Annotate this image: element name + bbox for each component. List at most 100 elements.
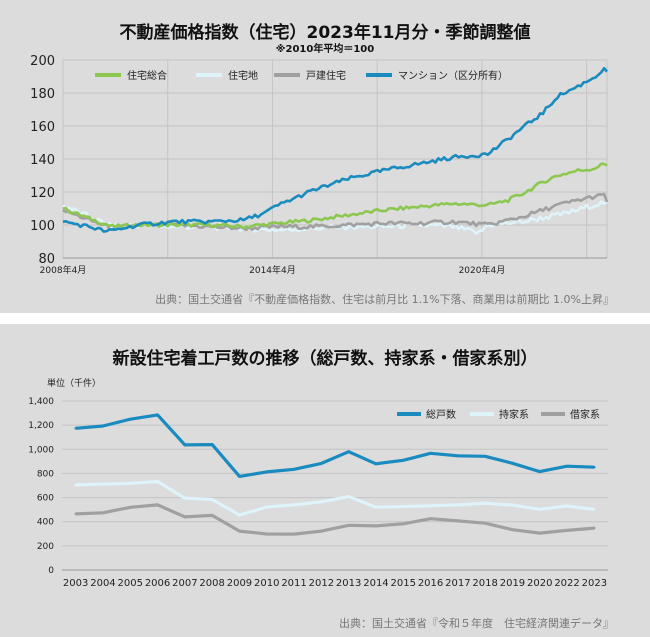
data-point — [565, 529, 569, 532]
legend-label: 住宅地 — [228, 69, 258, 82]
legend-label: マンション（区分所有） — [398, 69, 508, 82]
data-point — [374, 462, 378, 465]
price-index-plot: 80 100 120 140 160 180 200 2008年4月 2014年4月 2020年4… — [30, 54, 609, 276]
y-tick-label: 120 — [30, 186, 55, 201]
data-point — [101, 482, 105, 486]
data-point — [593, 508, 596, 511]
data-point — [402, 505, 405, 508]
y-tick-label: 1,200 — [28, 421, 54, 431]
series-line — [75, 503, 595, 536]
data-point — [538, 508, 541, 511]
x-tick-label: 2008年4月 — [40, 264, 87, 276]
data-point — [593, 465, 596, 469]
source-note: 出典：国土交通省『令和５年度 住宅経済関連データ』 — [339, 617, 614, 630]
data-point — [238, 529, 241, 533]
x-tick-label: 2019 — [500, 578, 525, 589]
chart-subtitle: ※2010年平均＝100 — [275, 44, 375, 55]
series-line — [75, 413, 595, 478]
data-point — [129, 482, 132, 485]
chart-title: 新設住宅着工戸数の推移（総戸数、持家系・借家系別） — [112, 349, 538, 369]
x-tick-label: 2016 — [418, 578, 443, 589]
data-point — [511, 462, 514, 465]
x-tick-label: 2022 — [554, 578, 579, 589]
data-point — [538, 470, 541, 473]
x-tick-label: 2015 — [391, 578, 416, 589]
y-tick-label: 80 — [38, 252, 55, 267]
data-point — [129, 418, 132, 421]
x-tick-label: 2003 — [63, 578, 88, 589]
data-point — [74, 512, 77, 516]
data-point — [183, 496, 187, 500]
data-point — [238, 513, 241, 517]
series-line — [75, 479, 595, 517]
data-point — [210, 498, 214, 501]
data-point — [210, 514, 214, 517]
data-point — [210, 443, 214, 446]
data-point — [374, 506, 378, 509]
data-point — [74, 427, 77, 430]
data-point — [101, 511, 105, 514]
series-line — [62, 66, 608, 233]
x-tick-label: 2007 — [172, 578, 197, 589]
data-point — [265, 532, 268, 536]
data-point — [538, 531, 541, 535]
y-unit-label: 単位（千件） — [47, 379, 102, 389]
legend-label: 住宅総合 — [127, 69, 167, 82]
y-tick-label: 200 — [37, 542, 54, 552]
x-tick-label: 2006 — [145, 578, 170, 589]
legend-label: 戸建住宅 — [306, 69, 346, 82]
data-point — [156, 480, 159, 483]
source-note: 出典：国土交通省『不動産価格指数、住宅は前月比 1.1%下落、商業用は前期比 1… — [155, 293, 614, 306]
data-point — [238, 475, 241, 478]
data-point — [374, 524, 378, 528]
data-point — [402, 459, 405, 462]
y-tick-label: 1,400 — [28, 397, 54, 407]
price-index-chart-panel: 不動産価格指数（住宅）2023年11月分・季節調整値 ※2010年平均＝100 … — [0, 0, 650, 313]
data-point — [292, 532, 296, 536]
chart-title: 不動産価格指数（住宅）2023年11月分・季節調整値 — [119, 23, 531, 43]
x-tick-label: 2018 — [472, 578, 497, 589]
data-point — [483, 502, 487, 505]
data-point — [456, 454, 460, 458]
x-tick-label: 2012 — [309, 578, 334, 589]
data-point — [129, 506, 132, 509]
data-point — [402, 522, 405, 525]
data-point — [456, 503, 460, 507]
x-tick-label: 2009 — [227, 578, 252, 589]
data-point — [74, 483, 77, 487]
data-point — [565, 504, 569, 508]
data-point — [511, 503, 514, 507]
legend-label: 持家系 — [499, 408, 529, 421]
data-point — [183, 515, 187, 519]
data-point — [347, 450, 350, 453]
x-tick-label: 2011 — [281, 578, 306, 589]
legend-label: 総戸数 — [426, 408, 456, 421]
x-tick-label: 2020 — [527, 578, 552, 589]
x-tick-label: 2023 — [582, 578, 607, 589]
y-tick-label: 600 — [37, 494, 54, 504]
x-tick-label: 2004 — [90, 578, 115, 589]
data-point — [429, 504, 432, 507]
data-point — [347, 495, 350, 498]
x-tick-label: 2010 — [254, 578, 279, 589]
y-tick-label: 1,000 — [28, 445, 54, 455]
data-point — [456, 519, 460, 523]
housing-starts-chart-panel: 新設住宅着工戸数の推移（総戸数、持家系・借家系別） 単位（千件） 0 200 400… — [0, 324, 650, 637]
data-point — [483, 455, 487, 458]
x-tick-label: 2020年4月 — [459, 264, 506, 276]
data-point — [593, 526, 596, 530]
data-point — [101, 424, 105, 428]
x-tick-label: 2014 — [363, 578, 388, 589]
data-point — [511, 528, 514, 531]
data-point — [347, 524, 350, 527]
y-tick-label: 400 — [37, 518, 54, 528]
y-tick-label: 180 — [30, 87, 55, 102]
x-tick-label: 2005 — [118, 578, 143, 589]
x-tick-label: 2013 — [336, 578, 361, 589]
legend-label: 借家系 — [570, 408, 600, 421]
x-tick-label: 2008 — [199, 578, 224, 589]
y-tick-label: 200 — [30, 54, 55, 69]
data-point — [320, 529, 323, 533]
data-point — [320, 500, 323, 503]
x-tick-label: 2014年4月 — [249, 264, 296, 276]
